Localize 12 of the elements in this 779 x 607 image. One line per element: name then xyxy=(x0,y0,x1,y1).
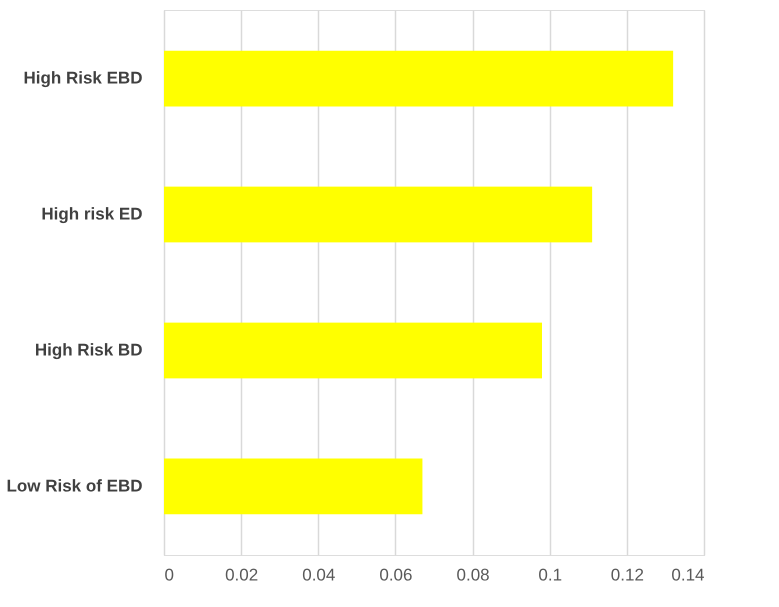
x-tick-label: 0.08 xyxy=(456,566,490,584)
x-tick-label: 0.14 xyxy=(671,566,704,584)
x-tick-label: 0.02 xyxy=(225,566,258,584)
y-tick-label: Low Risk of EBD xyxy=(6,476,142,496)
x-tick-label: 0 xyxy=(164,566,174,584)
x-tick-label: 0.04 xyxy=(302,566,336,584)
y-tick-label: High risk ED xyxy=(41,204,142,224)
y-tick-label: High Risk BD xyxy=(34,340,142,360)
x-tick-label: 0.1 xyxy=(538,566,562,584)
y-tick-label: High Risk EBD xyxy=(23,68,142,88)
x-tick-label: 0.12 xyxy=(610,566,644,584)
x-tick-label: 0.06 xyxy=(379,566,412,584)
